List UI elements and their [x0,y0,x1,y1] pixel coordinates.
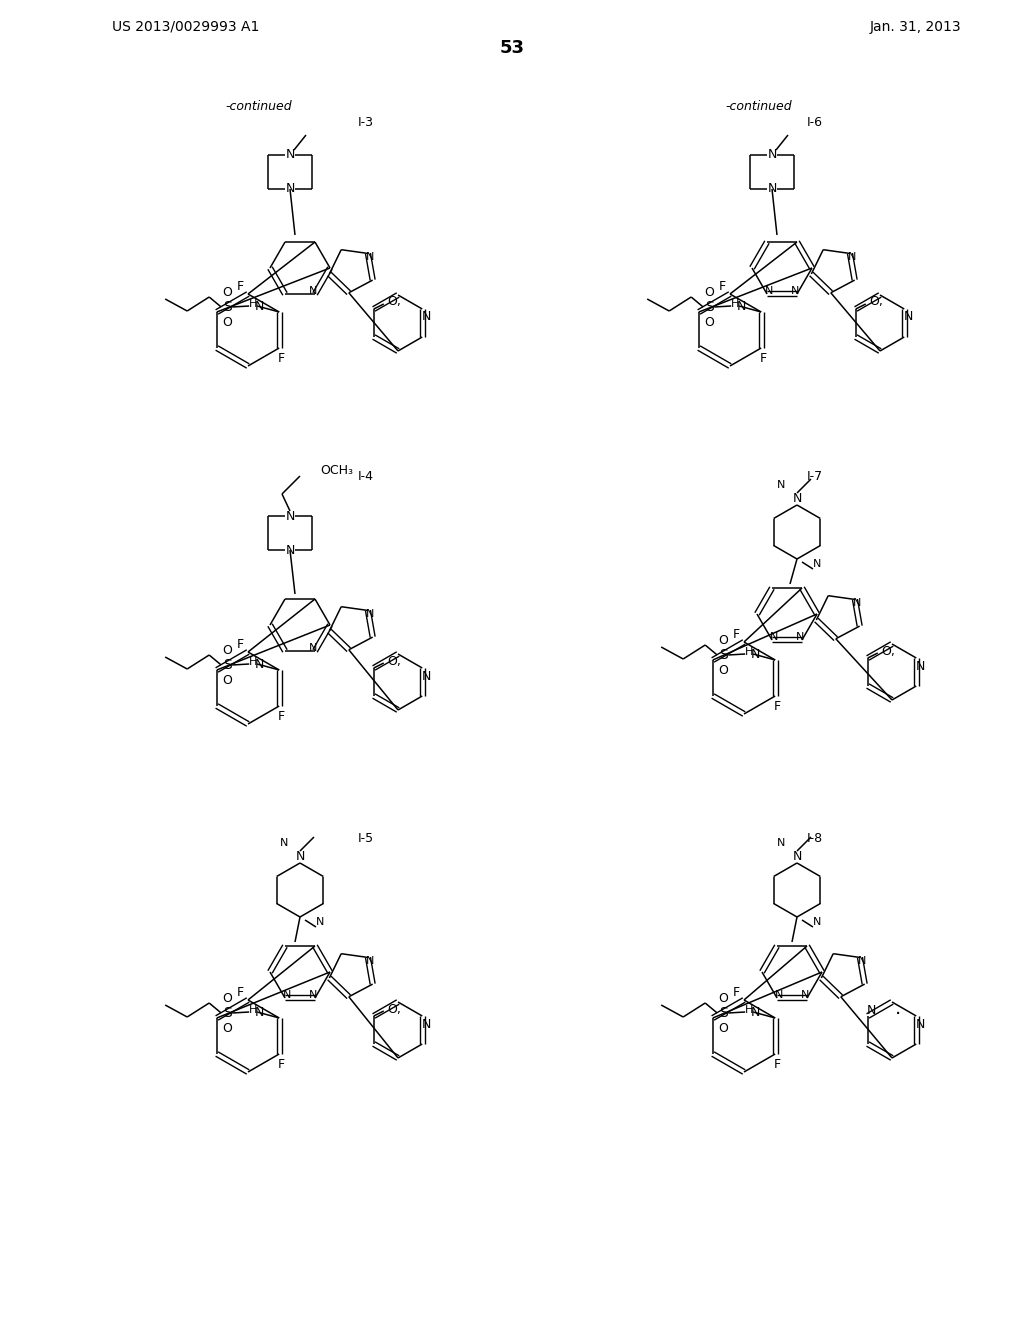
Text: H: H [249,300,257,309]
Text: N: N [751,648,760,660]
Text: H: H [249,1005,257,1015]
Text: N: N [280,838,288,847]
Text: O: O [718,1022,728,1035]
Text: US 2013/0029993 A1: US 2013/0029993 A1 [112,20,259,34]
Text: N: N [309,643,317,653]
Text: N: N [915,1018,925,1031]
Text: N: N [309,990,317,1001]
Text: N: N [736,300,745,313]
Text: F: F [719,280,726,293]
Text: I-4: I-4 [358,470,374,483]
Text: N: N [366,252,374,263]
Text: N: N [751,1006,760,1019]
Text: N: N [767,182,776,195]
Text: N: N [283,990,291,1001]
Text: N: N [422,669,431,682]
Text: F: F [278,351,285,364]
Text: F: F [237,280,244,293]
Text: S: S [705,300,714,314]
Text: O: O [718,664,728,676]
Text: O: O [222,315,232,329]
Text: N: N [422,1018,431,1031]
Text: -continued: -continued [225,100,292,114]
Text: O,: O, [387,655,400,668]
Text: N: N [767,149,776,161]
Text: S: S [223,1006,231,1020]
Text: S: S [719,648,727,663]
Text: F: F [278,710,285,722]
Text: N: N [796,632,804,642]
Text: N: N [793,850,802,862]
Text: F: F [237,638,244,651]
Text: 53: 53 [500,40,524,57]
Text: O: O [222,673,232,686]
Text: N: N [903,310,913,323]
Text: F: F [733,986,740,998]
Text: H: H [745,1005,754,1015]
Text: N: N [791,286,799,296]
Text: O: O [705,315,714,329]
Text: N: N [770,632,778,642]
Text: F: F [733,627,740,640]
Text: O: O [222,285,232,298]
Text: N: N [295,850,305,862]
Text: N: N [366,610,374,619]
Text: N: N [315,917,325,927]
Text: O: O [222,991,232,1005]
Text: N: N [255,300,264,313]
Text: O: O [718,634,728,647]
Text: I-6: I-6 [807,116,823,129]
Text: H: H [745,647,754,657]
Text: N: N [286,182,295,195]
Text: N: N [286,510,295,523]
Text: N: N [801,990,809,1001]
Text: N: N [777,838,785,847]
Text: O: O [222,1022,232,1035]
Text: S: S [223,300,231,314]
Text: N: N [915,660,925,672]
Text: I-3: I-3 [358,116,374,129]
Text: H: H [731,300,739,309]
Text: N: N [309,286,317,296]
Text: OCH₃: OCH₃ [319,465,353,478]
Text: O,: O, [387,296,400,309]
Text: N: N [765,286,773,296]
Text: N: N [286,544,295,557]
Text: N: N [858,957,866,966]
Text: F: F [237,986,244,998]
Text: O: O [222,644,232,656]
Text: N: N [813,917,821,927]
Text: O: O [705,285,714,298]
Text: S: S [223,657,231,672]
Text: N: N [366,957,374,966]
Text: S: S [719,1006,727,1020]
Text: N: N [813,558,821,569]
Text: F: F [278,1057,285,1071]
Text: .: . [895,998,901,1018]
Text: N: N [286,149,295,161]
Text: N: N [775,990,783,1001]
Text: O,: O, [868,296,883,309]
Text: F: F [773,700,780,713]
Text: F: F [760,351,767,364]
Text: N: N [255,1006,264,1019]
Text: I-8: I-8 [807,832,823,845]
Text: I-7: I-7 [807,470,823,483]
Text: N: N [793,491,802,504]
Text: N: N [777,480,785,490]
Text: Jan. 31, 2013: Jan. 31, 2013 [870,20,962,34]
Text: N: N [848,252,856,263]
Text: N: N [867,1005,877,1018]
Text: -continued: -continued [725,100,792,114]
Text: N: N [853,598,861,609]
Text: I-5: I-5 [358,832,374,845]
Text: N: N [422,310,431,323]
Text: O,: O, [881,644,895,657]
Text: F: F [773,1057,780,1071]
Text: O,: O, [387,1002,400,1015]
Text: O: O [718,991,728,1005]
Text: N: N [255,657,264,671]
Text: H: H [249,657,257,667]
